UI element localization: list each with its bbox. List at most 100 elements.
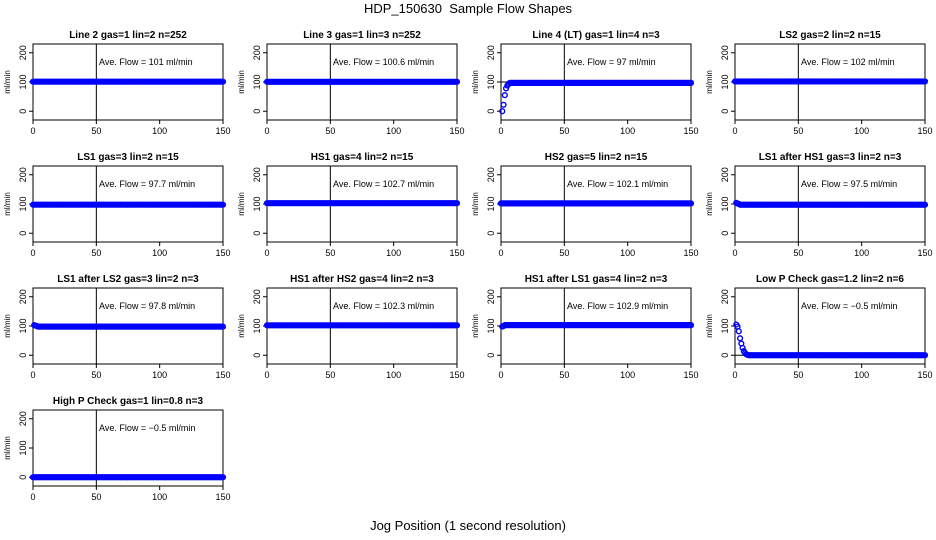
x-tick-label: 150 [215,370,230,380]
y-tick-label: 200 [252,289,262,304]
panel-title: Line 3 gas=1 lin=3 n=252 [303,30,421,41]
x-tick-label: 150 [215,492,230,502]
data-point [739,344,746,352]
panel-title: LS1 gas=3 lin=2 n=15 [77,152,179,163]
y-axis-label: ml/min [3,314,12,338]
y-axis-label: ml/min [3,436,12,460]
x-tick-label: 150 [215,248,230,258]
panel-title: HS1 after LS1 gas=4 lin=2 n=3 [525,274,668,285]
y-axis-label: ml/min [3,192,12,216]
x-tick-label: 100 [620,370,635,380]
panel-title: Line 4 (LT) gas=1 lin=4 n=3 [532,30,660,41]
x-tick-label: 100 [854,370,869,380]
figure-title: HDP_150630 Sample Flow Shapes [363,1,573,16]
x-tick-label: 0 [732,370,737,380]
y-tick-label: 0 [18,231,28,236]
y-tick-label: 200 [486,45,496,60]
y-tick-label: 100 [18,74,28,89]
y-tick-label: 0 [486,353,496,358]
data-point [501,92,508,99]
data-point [499,108,506,115]
x-tick-label: 0 [498,248,503,258]
x-tick-label: 50 [325,126,335,136]
panel-title: Low P Check gas=1.2 lin=2 n=6 [756,274,904,285]
y-tick-label: 200 [486,167,496,182]
average-flow-annotation: Ave. Flow = −0.5 ml/min [801,301,897,311]
x-tick-label: 100 [386,370,401,380]
y-tick-label: 200 [18,411,28,426]
data-point [219,323,227,330]
average-flow-annotation: Ave. Flow = 97.7 ml/min [99,179,195,189]
x-tick-label: 150 [917,126,932,136]
average-flow-annotation: Ave. Flow = 101 ml/min [99,57,193,67]
y-axis-label: ml/min [3,70,12,94]
data-point [921,201,929,208]
x-tick-label: 50 [325,370,335,380]
y-tick-label: 0 [18,475,28,480]
x-tick-label: 50 [91,492,101,502]
x-tick-label: 150 [449,370,464,380]
x-tick-label: 0 [264,370,269,380]
data-point [736,335,744,342]
x-tick-label: 150 [449,126,464,136]
y-tick-label: 200 [252,45,262,60]
y-tick-label: 200 [252,167,262,182]
x-tick-label: 50 [793,126,803,136]
y-tick-label: 200 [18,45,28,60]
y-tick-label: 100 [720,318,730,333]
panel-title: Line 2 gas=1 lin=2 n=252 [69,30,187,41]
average-flow-annotation: Ave. Flow = 102.3 ml/min [333,301,434,311]
average-flow-annotation: Ave. Flow = 100.6 ml/min [333,57,434,67]
y-tick-label: 100 [720,196,730,211]
panel-title: HS2 gas=5 lin=2 n=15 [545,152,648,163]
y-tick-label: 0 [18,353,28,358]
panel: HS2 gas=5 lin=2 n=15 0 50 100 150 0 100 200 ml/m… [471,152,699,258]
x-tick-label: 0 [30,248,35,258]
average-flow-annotation: Ave. Flow = 102 ml/min [801,57,895,67]
x-tick-label: 0 [30,126,35,136]
data-point [453,78,461,85]
y-tick-label: 200 [486,289,496,304]
y-tick-label: 200 [720,45,730,60]
x-tick-label: 50 [559,126,569,136]
x-tick-label: 0 [30,492,35,502]
figure-x-axis-label: Jog Position (1 second resolution) [370,518,566,533]
y-axis-label: ml/min [237,192,246,216]
data-point [687,322,695,329]
x-tick-label: 50 [559,248,569,258]
y-tick-label: 100 [18,318,28,333]
x-tick-label: 0 [498,126,503,136]
y-tick-label: 0 [720,231,730,236]
panel-title: HS1 after HS2 gas=4 lin=2 n=3 [290,274,434,285]
panel-title: LS1 after LS2 gas=3 lin=2 n=3 [57,274,199,285]
x-tick-label: 100 [152,370,167,380]
x-tick-label: 150 [683,248,698,258]
panel: LS1 gas=3 lin=2 n=15 0 50 100 150 0 100 200 ml/m… [3,152,231,258]
y-tick-label: 200 [720,289,730,304]
data-point [735,328,742,335]
y-axis-label: ml/min [705,192,714,216]
y-tick-label: 0 [18,109,28,114]
panel: Line 4 (LT) gas=1 lin=4 n=3 0 50 100 150 0 100… [471,30,699,136]
x-tick-label: 100 [854,126,869,136]
average-flow-annotation: Ave. Flow = 102.9 ml/min [567,301,668,311]
y-tick-label: 100 [18,440,28,455]
y-tick-label: 100 [18,196,28,211]
y-tick-label: 200 [18,167,28,182]
y-tick-label: 0 [252,109,262,114]
average-flow-annotation: Ave. Flow = 97 ml/min [567,57,656,67]
x-tick-label: 100 [620,126,635,136]
data-point [219,78,227,85]
x-tick-label: 100 [620,248,635,258]
x-tick-label: 100 [152,126,167,136]
data-point [687,79,695,86]
x-tick-label: 50 [91,248,101,258]
panel: Line 2 gas=1 lin=2 n=252 0 50 100 150 0 100 200… [3,30,231,136]
x-tick-label: 100 [854,248,869,258]
x-tick-label: 0 [732,248,737,258]
panel-title: LS1 after HS1 gas=3 lin=2 n=3 [759,152,902,163]
panel-title: High P Check gas=1 lin=0.8 n=3 [53,396,204,407]
y-tick-label: 0 [252,231,262,236]
x-tick-label: 0 [30,370,35,380]
